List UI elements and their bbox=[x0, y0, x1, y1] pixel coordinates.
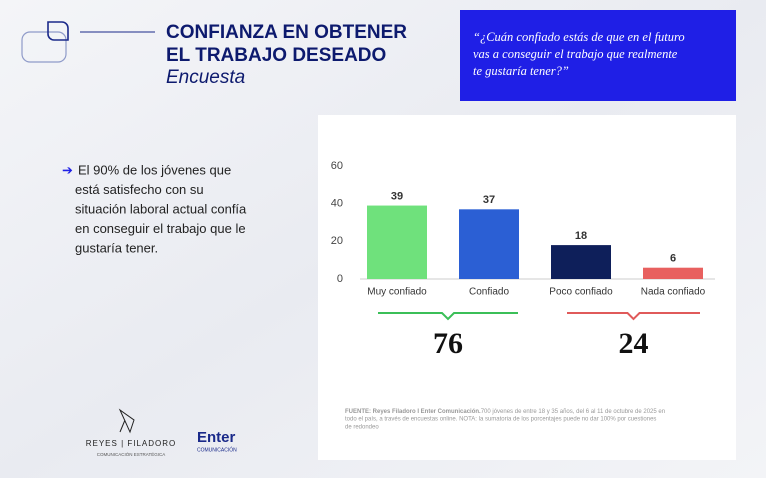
question: vas a conseguir el trabajo que realmente bbox=[473, 47, 678, 61]
chart-card bbox=[318, 115, 736, 460]
bullet-text: El 90% de los jóvenes que bbox=[78, 162, 231, 177]
source-text: 700 jóvenes de entre 18 y 35 años, del 6… bbox=[481, 409, 665, 415]
logo-shape bbox=[21, 31, 67, 63]
bullet-text: está satisfecho con su bbox=[75, 182, 204, 197]
question: “¿Cuán confiado estás de que en el futur… bbox=[473, 30, 685, 44]
bar bbox=[459, 209, 519, 279]
y-tick-label: 20 bbox=[331, 235, 343, 247]
y-tick-label: 40 bbox=[331, 198, 343, 210]
source: de redondeo bbox=[345, 425, 379, 431]
logo-text: Enter bbox=[197, 429, 236, 446]
value-label: 18 bbox=[575, 230, 587, 242]
value-label: 6 bbox=[670, 253, 676, 265]
logo-text: COMUNICACIÓN ESTRATÉGICA bbox=[97, 451, 165, 457]
question: te gustaría tener?” bbox=[473, 64, 569, 78]
source: FUENTE: Reyes Filadoro I Enter Comunicac… bbox=[345, 409, 665, 415]
bullet-text: situación laboral actual confía bbox=[75, 201, 247, 216]
bullet-arrow: ➔ bbox=[62, 162, 73, 177]
y-tick-label: 0 bbox=[337, 273, 343, 285]
question-box bbox=[460, 10, 736, 101]
bar bbox=[551, 245, 611, 279]
title: EL TRABAJO DESEADO bbox=[166, 45, 386, 66]
group-bracket bbox=[378, 312, 518, 321]
subtitle: Encuesta bbox=[166, 67, 245, 88]
group-total: 24 bbox=[619, 327, 649, 360]
logo-icon bbox=[118, 408, 135, 434]
x-tick-label: Poco confiado bbox=[549, 287, 613, 298]
value-label: 37 bbox=[483, 194, 495, 206]
x-tick-label: Confiado bbox=[469, 287, 509, 298]
bullet-text: gustaría tener. bbox=[75, 240, 158, 255]
group-total: 76 bbox=[433, 327, 463, 360]
group-bracket bbox=[567, 312, 700, 321]
logo-shape bbox=[47, 21, 69, 41]
bar bbox=[643, 267, 703, 279]
bullet-text: en conseguir el trabajo que le bbox=[75, 221, 246, 236]
x-tick-label: Nada confiado bbox=[641, 287, 706, 298]
source: todo el país, a través de encuestas onli… bbox=[345, 417, 656, 423]
source-bold: FUENTE: Reyes Filadoro I Enter Comunicac… bbox=[345, 409, 481, 415]
y-tick-label: 60 bbox=[331, 160, 343, 172]
logo-text: COMUNICACIÓN bbox=[197, 446, 237, 453]
title: CONFIANZA EN OBTENER bbox=[166, 22, 407, 43]
logo-text: REYES | FILADORO bbox=[86, 439, 177, 448]
value-label: 39 bbox=[391, 190, 403, 202]
x-tick-label: Muy confiado bbox=[367, 287, 427, 298]
bar bbox=[367, 205, 427, 279]
